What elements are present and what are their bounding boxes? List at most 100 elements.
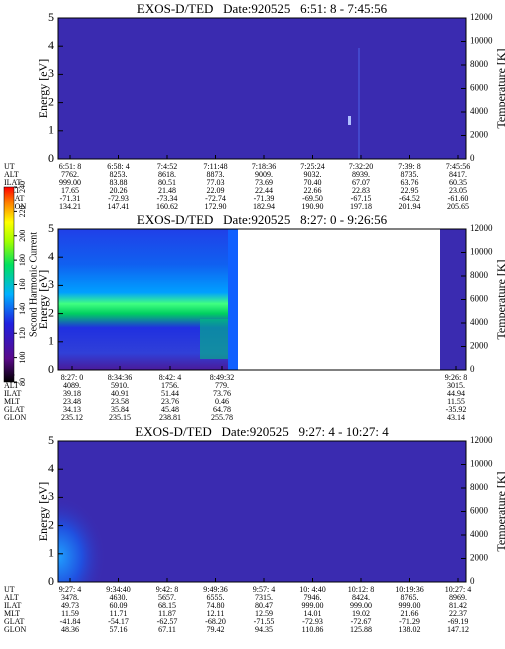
ephemeris-value: -68.20 (205, 617, 226, 626)
y2-tick-label: 12000 (470, 223, 493, 233)
ephemeris-value: 147.12 (447, 625, 469, 634)
ephemeris-value: 160.62 (156, 202, 178, 211)
y2-tick-label: 4000 (470, 317, 489, 327)
ephemeris-value: -73.34 (157, 194, 178, 203)
y-tick-label: 2 (48, 517, 54, 531)
ephemeris-value: 12.59 (255, 609, 273, 618)
ephemeris-value: 60.09 (110, 601, 128, 610)
ephemeris-value: 4089. (63, 381, 81, 390)
y2-tick-label: 0 (470, 153, 475, 163)
ephemeris-value: 3478. (61, 593, 79, 602)
ephemeris-value: 999.00 (350, 601, 372, 610)
ephemeris-value: 235.12 (61, 413, 83, 422)
ephemeris-value: 22.66 (304, 186, 322, 195)
ephemeris-value: 40.91 (111, 389, 129, 398)
y-tick-label: 1 (48, 334, 54, 348)
ephemeris-value: 48.36 (61, 625, 79, 634)
y2-tick-label: 2000 (470, 341, 489, 351)
y-tick-label: 0 (48, 151, 54, 165)
ephemeris-value: -64.52 (399, 194, 420, 203)
ephemeris-label: ILAT (4, 389, 21, 398)
ephemeris-value: 147.41 (108, 202, 130, 211)
ephemeris-value: 3015. (447, 381, 465, 390)
ephemeris-value: 19.02 (352, 609, 370, 618)
y2-tick-label: 12000 (470, 12, 493, 22)
ephemeris-label: GLAT (4, 617, 25, 626)
ephemeris-value: 23.76 (161, 397, 179, 406)
ephemeris-value: 7:32:20 (349, 162, 373, 171)
ephemeris-value: -54.17 (108, 617, 129, 626)
y2-tick-label: 8000 (470, 59, 489, 69)
ephemeris-value: -71.31 (60, 194, 81, 203)
ephemeris-value: 22.83 (352, 186, 370, 195)
ephemeris-value: 7315. (255, 593, 273, 602)
y2-tick-label: 8000 (470, 270, 489, 280)
y-tick-label: 3 (48, 277, 54, 291)
ephemeris-value: 0.46 (215, 397, 229, 406)
ephemeris-value: 172.90 (205, 202, 227, 211)
ephemeris-value: -72.93 (302, 617, 323, 626)
ephemeris-value: -69.19 (448, 617, 469, 626)
ephemeris-label: UT (4, 162, 15, 171)
ephemeris-value: 14.01 (304, 609, 322, 618)
ephemeris-value: 8:49:32 (210, 373, 234, 382)
ephemeris-value: 21.66 (401, 609, 419, 618)
ephemeris-value: 22.95 (401, 186, 419, 195)
ephemeris-value: -72.67 (351, 617, 372, 626)
ephemeris-value: 201.94 (399, 202, 421, 211)
ephemeris-value: 7762. (61, 170, 79, 179)
ephemeris-value: 9032. (304, 170, 322, 179)
ephemeris-value: 20.26 (110, 186, 128, 195)
y-tick-label: 1 (48, 546, 54, 560)
ephemeris-value: -35.92 (446, 405, 467, 414)
ephemeris-label: GLAT (4, 194, 25, 203)
ephemeris-value: -41.84 (60, 617, 81, 626)
ephemeris-value: 64.78 (213, 405, 231, 414)
ephemeris-value: 22.37 (449, 609, 467, 618)
y-tick-label: 5 (48, 10, 54, 24)
ephemeris-value: 7946. (304, 593, 322, 602)
ephemeris-value: 7:18:36 (252, 162, 276, 171)
ephemeris-value: 77.03 (207, 178, 225, 187)
ephemeris-value: 8969. (449, 593, 467, 602)
ephemeris-value: 43.14 (447, 413, 465, 422)
ephemeris-value: 68.15 (158, 601, 176, 610)
ephemeris-value: -69.50 (302, 194, 323, 203)
ephemeris-value: 7:4:52 (157, 162, 177, 171)
ephemeris-value: 60.35 (449, 178, 467, 187)
ephemeris-label: MLT (4, 397, 20, 406)
ephemeris-value: 9:42: 8 (156, 585, 178, 594)
y2-tick-label: 10000 (470, 247, 493, 257)
ephemeris-value: 83.88 (110, 178, 128, 187)
ephemeris-value: 23.48 (63, 397, 81, 406)
ephemeris-value: 9:26: 8 (445, 373, 467, 382)
ephemeris-label: GLAT (4, 405, 25, 414)
ephemeris-value: 63.76 (401, 178, 419, 187)
ephemeris-value: 67.11 (158, 625, 176, 634)
ephemeris-value: 21.48 (158, 186, 176, 195)
y-tick-label: 0 (48, 574, 54, 588)
y2-tick-label: 6000 (470, 506, 489, 516)
ephemeris-label: GLON (4, 202, 26, 211)
ephemeris-label: ILAT (4, 601, 21, 610)
ephemeris-label: ILAT (4, 178, 21, 187)
y2-tick-label: 6000 (470, 294, 489, 304)
y2-tick-label: 4000 (470, 529, 489, 539)
ephemeris-value: 5910. (111, 381, 129, 390)
ephemeris-value: 9:27: 4 (59, 585, 81, 594)
y2-tick-label: 10000 (470, 459, 493, 469)
ephemeris-label: GLON (4, 625, 26, 634)
ephemeris-value: 22.09 (207, 186, 225, 195)
ephemeris-value: 779. (215, 381, 229, 390)
ephemeris-value: 8417. (449, 170, 467, 179)
ephemeris-value: 11.71 (110, 609, 128, 618)
ephemeris-value: 94.35 (255, 625, 273, 634)
ephemeris-value: 999.00 (399, 601, 421, 610)
ephemeris-value: 7:11:48 (203, 162, 227, 171)
ephemeris-value: 6555. (207, 593, 225, 602)
ephemeris-value: 22.44 (255, 186, 273, 195)
colorbar-tick-label: 240 (18, 181, 27, 193)
ephemeris-value: 57.16 (110, 625, 128, 634)
y2-tick-label: 0 (470, 576, 475, 586)
ephemeris-value: 138.02 (399, 625, 421, 634)
